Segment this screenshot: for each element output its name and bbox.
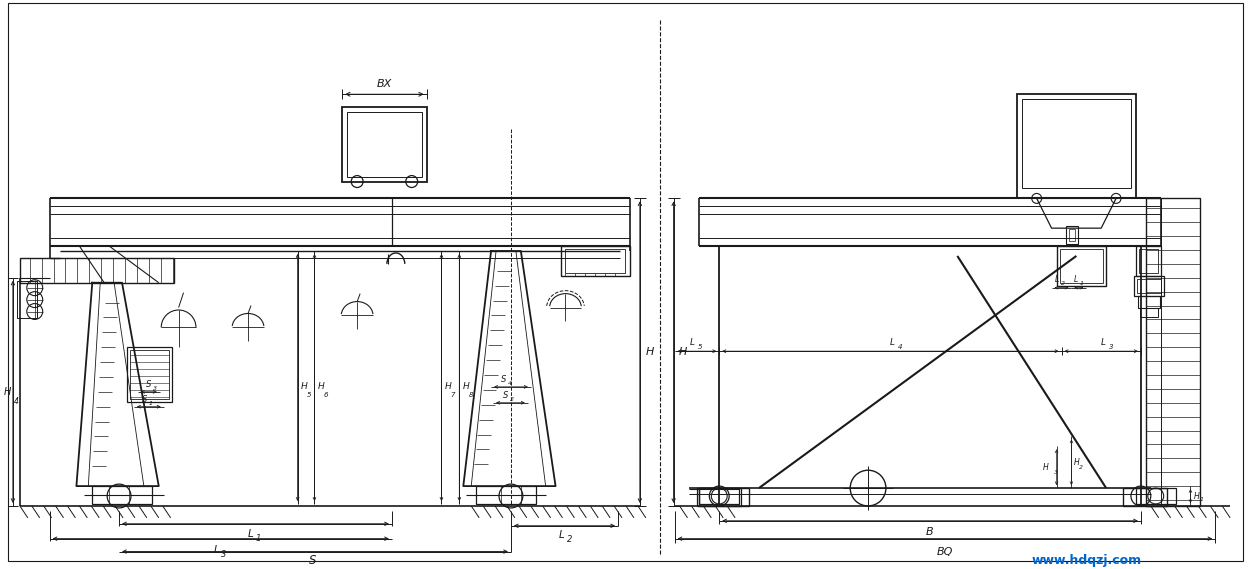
Bar — [476, 486, 536, 504]
Text: S: S — [501, 376, 506, 385]
Bar — [1067, 226, 1078, 244]
Bar — [126, 347, 172, 402]
Bar — [700, 488, 739, 504]
Text: S: S — [503, 391, 508, 401]
Text: 1: 1 — [1199, 497, 1203, 502]
Text: H: H — [646, 347, 655, 357]
Bar — [1137, 279, 1161, 292]
Text: 3: 3 — [1054, 470, 1058, 475]
Text: 2: 2 — [566, 535, 572, 544]
Bar — [342, 107, 427, 182]
Text: H: H — [1043, 463, 1049, 472]
Text: L: L — [213, 545, 219, 555]
Text: 6: 6 — [323, 392, 328, 398]
Bar — [1139, 307, 1158, 318]
Text: S: S — [309, 554, 317, 567]
Bar — [1136, 488, 1176, 504]
Bar — [1123, 488, 1167, 506]
Text: 2: 2 — [1060, 281, 1064, 286]
Text: H: H — [462, 382, 470, 391]
Bar — [1057, 246, 1107, 286]
Text: 2: 2 — [1079, 465, 1083, 470]
Bar — [347, 112, 422, 176]
Text: H: H — [1193, 492, 1199, 501]
Text: 7: 7 — [451, 392, 454, 398]
Text: H: H — [318, 382, 324, 391]
Bar — [130, 350, 169, 399]
Text: H: H — [1073, 458, 1079, 467]
Text: H: H — [4, 387, 11, 397]
Bar — [1138, 296, 1159, 307]
Text: S: S — [145, 381, 151, 389]
Text: 3: 3 — [1109, 344, 1113, 350]
Bar — [16, 281, 36, 319]
Text: B: B — [925, 527, 934, 537]
Text: L: L — [558, 530, 565, 540]
Text: L: L — [248, 529, 254, 539]
Text: L: L — [1054, 275, 1059, 284]
Text: 4: 4 — [898, 344, 903, 350]
Text: L: L — [890, 338, 895, 347]
Text: H: H — [300, 382, 307, 391]
Bar — [697, 488, 741, 506]
Bar — [20, 258, 174, 283]
Text: www.hdqzj.com: www.hdqzj.com — [1032, 554, 1142, 567]
Text: 4: 4 — [508, 381, 512, 386]
Text: 1: 1 — [255, 534, 262, 543]
Text: 1: 1 — [1079, 281, 1083, 286]
Bar — [1022, 99, 1131, 188]
Bar — [1139, 249, 1158, 273]
Text: 4: 4 — [14, 397, 19, 406]
Text: 5: 5 — [697, 344, 702, 350]
Bar — [93, 486, 151, 504]
Bar — [1146, 199, 1201, 506]
Text: H: H — [679, 347, 687, 357]
Bar — [700, 488, 749, 506]
Text: 8: 8 — [468, 392, 473, 398]
Bar — [1059, 249, 1103, 283]
Bar — [1017, 94, 1136, 199]
Text: S: S — [141, 395, 148, 405]
Bar — [1136, 246, 1161, 276]
Text: 1: 1 — [149, 401, 153, 406]
Bar — [1069, 229, 1075, 241]
Bar — [561, 246, 630, 276]
Text: L: L — [1102, 338, 1107, 347]
Text: BX: BX — [377, 79, 392, 89]
Text: 2: 2 — [510, 397, 513, 402]
Text: L: L — [690, 338, 695, 347]
Text: H: H — [444, 382, 451, 391]
Text: BQ: BQ — [936, 547, 953, 556]
Text: L: L — [1073, 275, 1078, 284]
Text: 3: 3 — [222, 550, 227, 559]
Bar — [566, 249, 625, 273]
Text: 5: 5 — [307, 392, 310, 398]
Bar — [1134, 276, 1163, 296]
Text: 3: 3 — [153, 386, 156, 391]
